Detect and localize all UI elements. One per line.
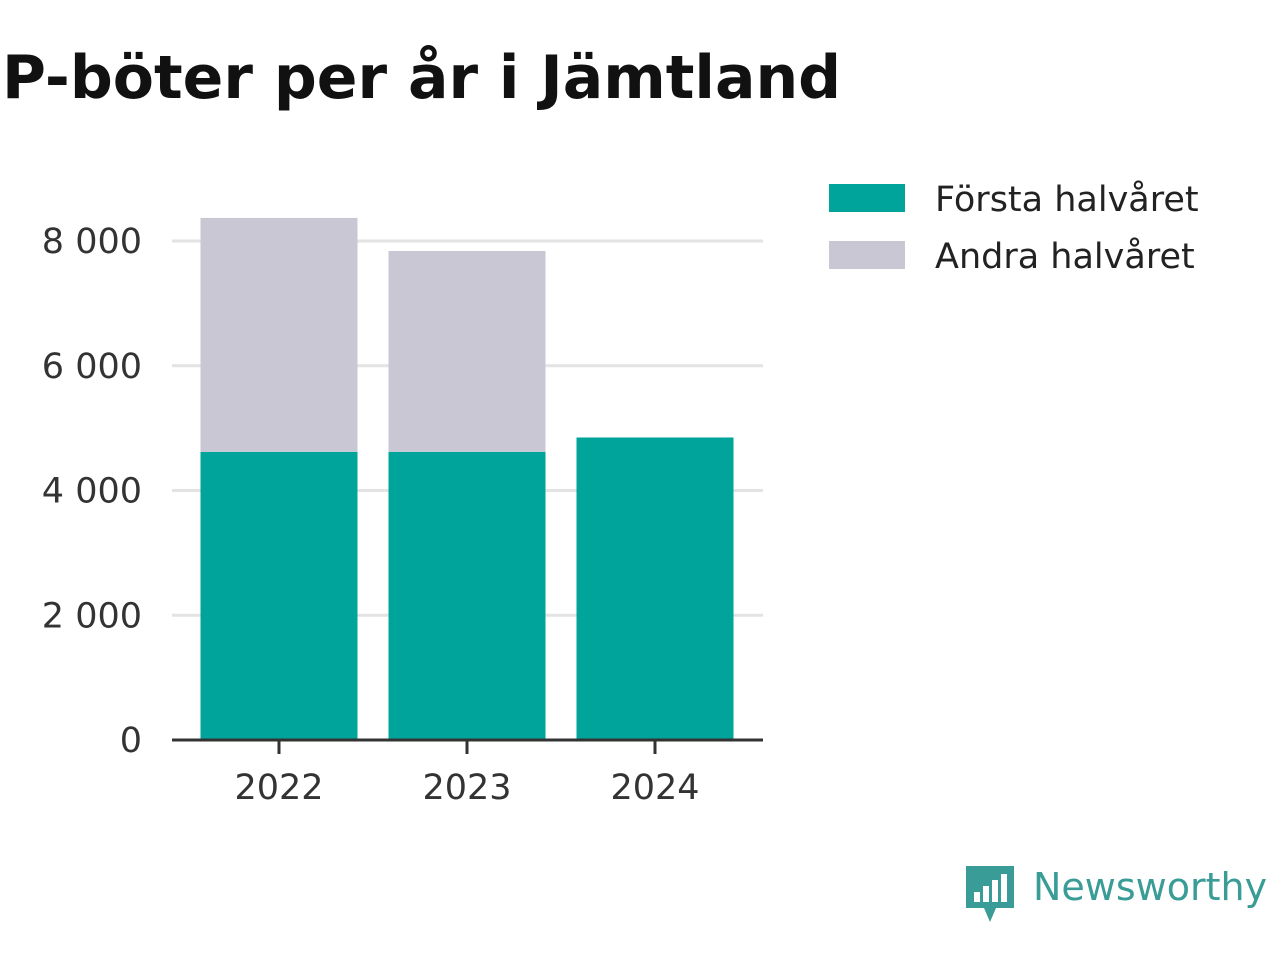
y-tick-label: 8 000 (42, 222, 142, 262)
legend-label: Andra halvåret (935, 236, 1195, 277)
y-tick-label: 6 000 (42, 347, 142, 387)
bar-2023-series-1 (388, 250, 546, 452)
x-tick-label: 2023 (422, 768, 511, 808)
legend-swatch (829, 241, 905, 269)
x-tick-label: 2022 (234, 768, 323, 808)
legend: Första halvåret Andra halvåret (829, 179, 1199, 277)
y-tick-label: 0 (120, 721, 142, 761)
bars (200, 217, 734, 740)
y-tick-label: 2 000 (42, 596, 142, 636)
y-tick-label: 4 000 (42, 472, 142, 512)
bar-2024-series-0 (576, 437, 734, 740)
bar-2022-series-0 (200, 451, 358, 740)
chart-title: P-böter per år i Jämtland (2, 43, 842, 113)
axes: 0 2 000 4 000 6 000 8 000 2022 2023 2024 (42, 222, 763, 808)
bar-chart-speech-bubble-icon (966, 866, 1014, 922)
bar-2023-series-0 (388, 451, 546, 740)
bar-2022-series-1 (200, 217, 358, 452)
x-tick-label: 2024 (610, 768, 699, 808)
brand-name: Newsworthy (1033, 865, 1268, 909)
legend-swatch (829, 184, 905, 212)
legend-label: Första halvåret (935, 179, 1199, 220)
newsworthy-logo: Newsworthy (963, 862, 1267, 928)
